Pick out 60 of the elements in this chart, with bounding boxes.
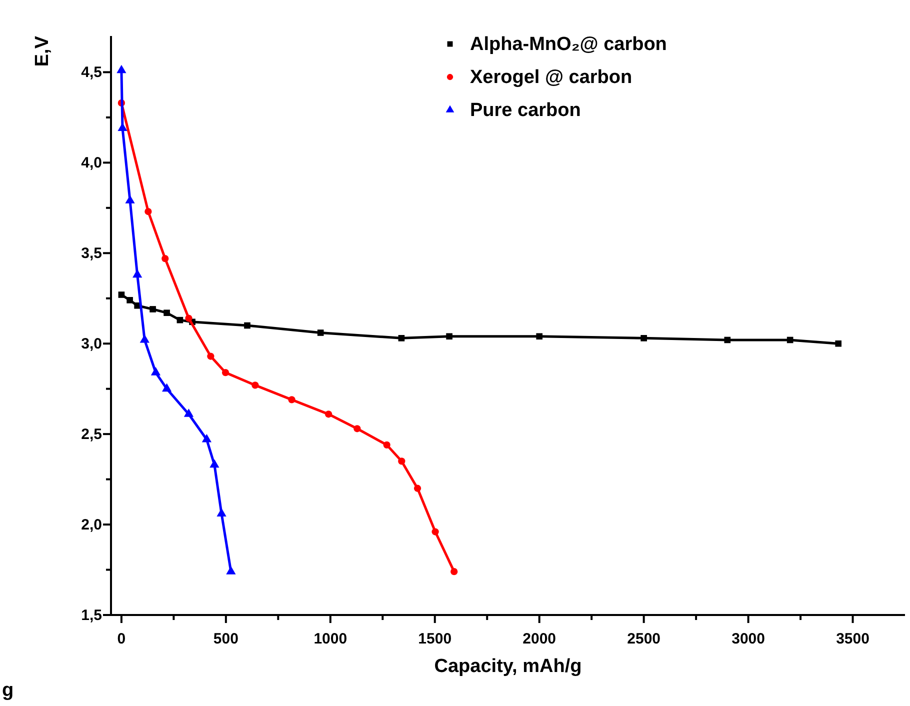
y-tick-label: 3,0: [81, 335, 102, 352]
y-axis-title: E,V: [32, 36, 53, 67]
y-tick-label: 1,5: [81, 606, 102, 624]
point: [207, 352, 214, 360]
text: g: [2, 680, 14, 701]
point: [118, 292, 125, 298]
legend-label: Xerogel @ carbon: [470, 67, 632, 88]
point: [383, 441, 390, 448]
legend-label: Alpha-MnO₂@ carbon: [470, 34, 667, 55]
point: [244, 322, 250, 329]
x-tick-label: 0: [117, 630, 126, 648]
y-tick-label: 2,0: [81, 516, 102, 534]
point: [536, 333, 543, 340]
point: [185, 314, 192, 322]
point: [354, 425, 361, 432]
point: [162, 254, 169, 262]
point: [252, 382, 259, 389]
point: [226, 566, 236, 574]
point: [786, 336, 794, 344]
y-tick-label: 4,0: [81, 154, 102, 172]
point: [116, 64, 126, 74]
point: [324, 410, 332, 418]
y-tick-label: 4,5: [81, 64, 102, 81]
point: [640, 335, 647, 342]
point: [125, 195, 135, 204]
point: [724, 336, 731, 344]
point: [144, 208, 152, 216]
point: [184, 408, 194, 417]
x-tick-label: 2000: [522, 630, 556, 648]
point: [132, 269, 142, 278]
y-tick-label: 3,5: [81, 244, 102, 262]
x-tick-label: 2500: [627, 630, 661, 648]
point: [164, 310, 170, 316]
x-tick-label: 500: [213, 630, 238, 648]
x-tick-label: 3500: [836, 630, 870, 648]
point: [140, 334, 150, 343]
x-axis-title: Capacity, mAh/g: [434, 656, 582, 677]
x-tick-label: 1000: [314, 630, 348, 648]
point: [432, 528, 439, 536]
point: [162, 383, 172, 392]
point: [150, 366, 161, 376]
point: [398, 458, 406, 465]
point: [446, 333, 452, 340]
point: [126, 297, 133, 304]
point: [216, 508, 226, 516]
point: [202, 434, 212, 442]
point: [176, 316, 184, 324]
y-tick-label: 2,5: [81, 426, 102, 443]
point: [210, 459, 220, 468]
point: [835, 340, 842, 347]
x-tick-label: 3000: [732, 630, 765, 648]
point: [222, 368, 230, 376]
point: [150, 306, 156, 312]
point: [398, 335, 405, 342]
point: [450, 568, 458, 576]
point: [288, 396, 296, 404]
legend-label: Pure carbon: [470, 100, 581, 121]
point: [317, 330, 324, 336]
x-tick-label: 1500: [418, 630, 452, 648]
point: [414, 484, 422, 492]
